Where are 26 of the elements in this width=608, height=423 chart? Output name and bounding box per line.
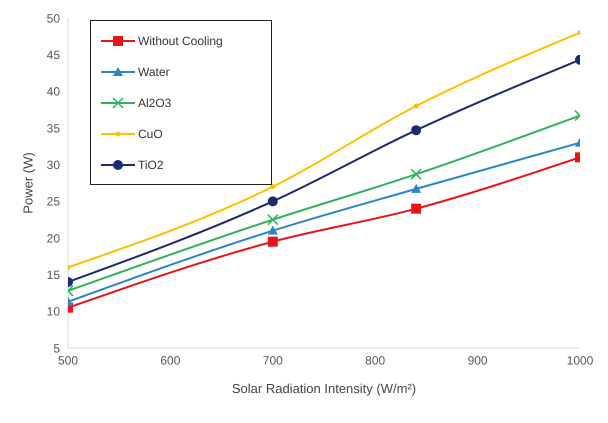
x-tick-label: 500: [58, 354, 78, 368]
x-tick-label: 700: [262, 354, 284, 368]
y-tick-label: 25: [46, 194, 60, 209]
legend-label: TiO2: [138, 158, 164, 172]
line-series: [68, 30, 580, 270]
y-tick-label: 30: [46, 158, 60, 172]
y-tick-label: 10: [46, 304, 60, 319]
legend-label: Without Cooling: [138, 34, 223, 48]
legend-label: CuO: [138, 126, 163, 140]
y-tick-label: 20: [46, 231, 60, 246]
legend-label: Water: [138, 64, 170, 78]
x-tick-label: 600: [160, 354, 181, 368]
x-axis-title: Solar Radiation Intensity (W/m²): [232, 381, 416, 396]
point: [270, 184, 276, 190]
y-tick-label: 40: [46, 84, 60, 99]
legend-label: Al2O3: [138, 96, 172, 110]
y-tick-label: 5: [53, 341, 60, 356]
x-tick-label: 900: [468, 354, 488, 368]
y-tick-label: 50: [46, 11, 60, 26]
point: [414, 104, 419, 108]
y-axis-title: Power (W): [20, 152, 36, 214]
y-tick-label: 45: [46, 48, 60, 62]
y-tick-label: 15: [46, 268, 60, 282]
x-tick-label: 1000: [566, 354, 594, 368]
x-tick-label: 800: [365, 354, 386, 368]
y-tick-label: 35: [46, 121, 60, 136]
